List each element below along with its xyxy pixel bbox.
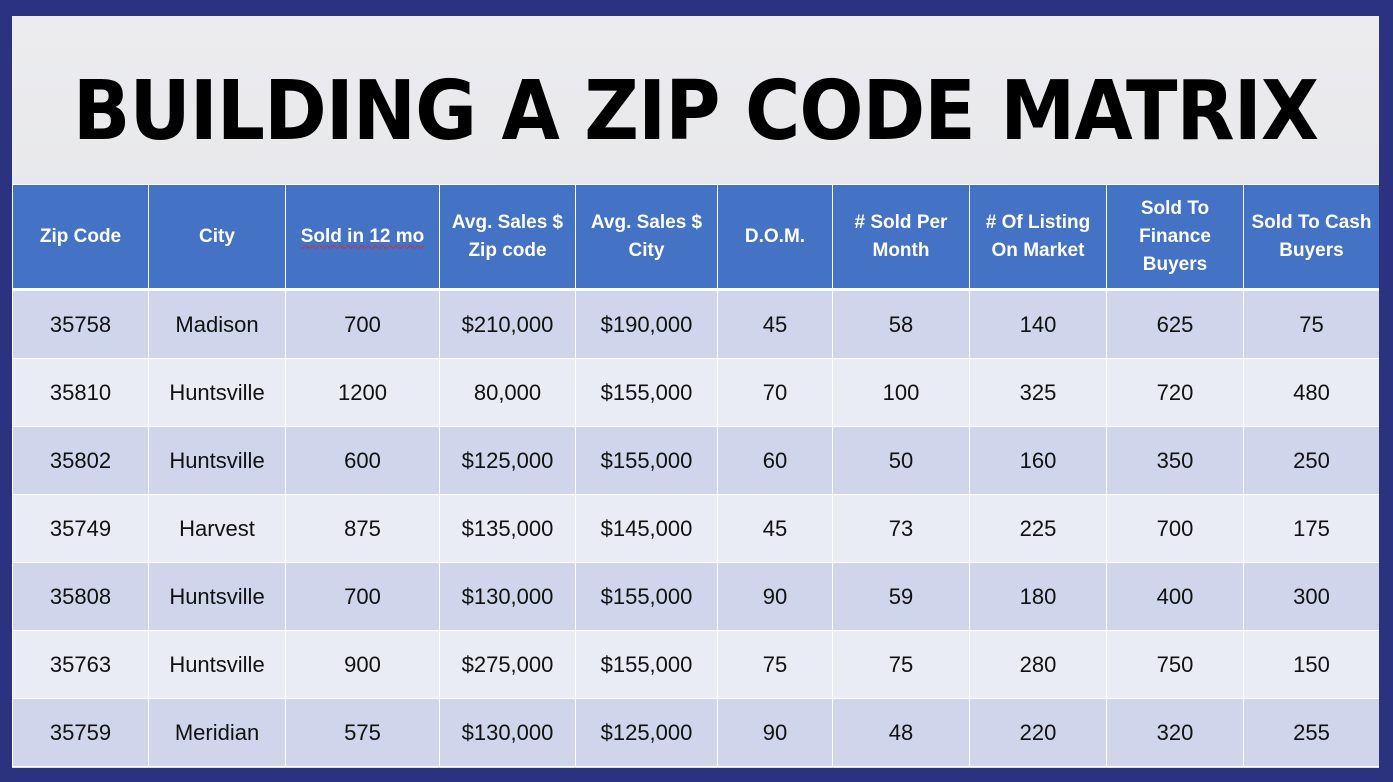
cell-dom: 60 bbox=[717, 426, 833, 495]
cell-dom: 90 bbox=[717, 698, 833, 767]
cell-dom: 75 bbox=[717, 630, 833, 699]
header-sold-12mo: Sold in 12 mo bbox=[285, 184, 440, 291]
cell-avg-sales-zip: $135,000 bbox=[439, 494, 576, 563]
cell-city: Huntsville bbox=[148, 358, 286, 427]
cell-city: Huntsville bbox=[148, 630, 286, 699]
cell-sold-per-month: 73 bbox=[832, 494, 970, 563]
cell-dom: 45 bbox=[717, 289, 833, 359]
cell-listings-on-market: 180 bbox=[969, 562, 1107, 631]
cell-sold-12mo: 875 bbox=[285, 494, 440, 563]
cell-avg-sales-city: $155,000 bbox=[575, 630, 718, 699]
table-header-row: Zip Code City Sold in 12 mo Avg. Sales $… bbox=[12, 184, 1379, 291]
header-sold-cash-buyers: Sold To Cash Buyers bbox=[1243, 184, 1379, 291]
cell-sold-per-month: 50 bbox=[832, 426, 970, 495]
cell-sold-per-month: 59 bbox=[832, 562, 970, 631]
slide: BUILDING A ZIP CODE MATRIX Zip Code City… bbox=[12, 16, 1379, 768]
header-listings-on-market: # Of Listing On Market bbox=[969, 184, 1107, 291]
cell-zip-code: 35758 bbox=[12, 289, 149, 359]
header-avg-sales-zip: Avg. Sales $ Zip code bbox=[439, 184, 576, 291]
table-body: 35758 Madison 700 $210,000 $190,000 45 58 140 62… bbox=[12, 289, 1379, 767]
cell-sold-per-month: 100 bbox=[832, 358, 970, 427]
cell-sold-12mo: 575 bbox=[285, 698, 440, 767]
cell-dom: 70 bbox=[717, 358, 833, 427]
cell-sold-cash-buyers: 250 bbox=[1243, 426, 1379, 495]
cell-avg-sales-city: $145,000 bbox=[575, 494, 718, 563]
cell-sold-finance-buyers: 350 bbox=[1106, 426, 1244, 495]
cell-sold-per-month: 58 bbox=[832, 289, 970, 359]
cell-sold-12mo: 900 bbox=[285, 630, 440, 699]
cell-listings-on-market: 160 bbox=[969, 426, 1107, 495]
cell-sold-cash-buyers: 300 bbox=[1243, 562, 1379, 631]
cell-sold-cash-buyers: 255 bbox=[1243, 698, 1379, 767]
table-row: 35802 Huntsville 600 $125,000 $155,000 60 50 16… bbox=[12, 426, 1379, 495]
header-zip-code: Zip Code bbox=[12, 184, 149, 291]
header-sold-finance-buyers: Sold To Finance Buyers bbox=[1106, 184, 1244, 291]
cell-sold-12mo: 1200 bbox=[285, 358, 440, 427]
cell-avg-sales-zip: $130,000 bbox=[439, 698, 576, 767]
header-avg-sales-city: Avg. Sales $ City bbox=[575, 184, 718, 291]
table-row: 35808 Huntsville 700 $130,000 $155,000 90 59 18… bbox=[12, 562, 1379, 631]
header-sold-per-month: # Sold Per Month bbox=[832, 184, 970, 291]
cell-sold-finance-buyers: 400 bbox=[1106, 562, 1244, 631]
cell-city: Harvest bbox=[148, 494, 286, 563]
cell-city: Meridian bbox=[148, 698, 286, 767]
cell-city: Madison bbox=[148, 289, 286, 359]
cell-sold-cash-buyers: 75 bbox=[1243, 289, 1379, 359]
cell-sold-cash-buyers: 175 bbox=[1243, 494, 1379, 563]
table-row: 35763 Huntsville 900 $275,000 $155,000 75 75 28… bbox=[12, 630, 1379, 699]
cell-avg-sales-city: $155,000 bbox=[575, 562, 718, 631]
cell-sold-12mo: 600 bbox=[285, 426, 440, 495]
header-city: City bbox=[148, 184, 286, 291]
cell-sold-finance-buyers: 750 bbox=[1106, 630, 1244, 699]
cell-sold-finance-buyers: 320 bbox=[1106, 698, 1244, 767]
table-row: 35810 Huntsville 1200 80,000 $155,000 70 100 32… bbox=[12, 358, 1379, 427]
cell-dom: 90 bbox=[717, 562, 833, 631]
cell-sold-per-month: 48 bbox=[832, 698, 970, 767]
cell-avg-sales-city: $125,000 bbox=[575, 698, 718, 767]
cell-city: Huntsville bbox=[148, 426, 286, 495]
table-row: 35758 Madison 700 $210,000 $190,000 45 58 140 62… bbox=[12, 289, 1379, 359]
slide-title: BUILDING A ZIP CODE MATRIX bbox=[72, 64, 1319, 159]
cell-zip-code: 35808 bbox=[12, 562, 149, 631]
cell-listings-on-market: 225 bbox=[969, 494, 1107, 563]
cell-sold-cash-buyers: 150 bbox=[1243, 630, 1379, 699]
cell-avg-sales-zip: $130,000 bbox=[439, 562, 576, 631]
cell-sold-finance-buyers: 625 bbox=[1106, 289, 1244, 359]
cell-listings-on-market: 325 bbox=[969, 358, 1107, 427]
cell-listings-on-market: 220 bbox=[969, 698, 1107, 767]
header-sold-12mo-label: Sold in 12 mo bbox=[300, 225, 425, 247]
cell-zip-code: 35810 bbox=[12, 358, 149, 427]
cell-sold-12mo: 700 bbox=[285, 562, 440, 631]
cell-avg-sales-zip: $275,000 bbox=[439, 630, 576, 699]
header-dom: D.O.M. bbox=[717, 184, 833, 291]
cell-avg-sales-zip: 80,000 bbox=[439, 358, 576, 427]
cell-avg-sales-zip: $210,000 bbox=[439, 289, 576, 359]
cell-avg-sales-city: $155,000 bbox=[575, 358, 718, 427]
cell-dom: 45 bbox=[717, 494, 833, 563]
cell-zip-code: 35759 bbox=[12, 698, 149, 767]
cell-sold-cash-buyers: 480 bbox=[1243, 358, 1379, 427]
cell-zip-code: 35749 bbox=[12, 494, 149, 563]
cell-avg-sales-city: $155,000 bbox=[575, 426, 718, 495]
cell-sold-per-month: 75 bbox=[832, 630, 970, 699]
cell-avg-sales-zip: $125,000 bbox=[439, 426, 576, 495]
zip-code-matrix-table: Zip Code City Sold in 12 mo Avg. Sales $… bbox=[12, 184, 1379, 767]
cell-sold-finance-buyers: 720 bbox=[1106, 358, 1244, 427]
cell-sold-12mo: 700 bbox=[285, 289, 440, 359]
cell-avg-sales-city: $190,000 bbox=[575, 289, 718, 359]
table-row: 35759 Meridian 575 $130,000 $125,000 90 48 220 3… bbox=[12, 698, 1379, 767]
cell-zip-code: 35802 bbox=[12, 426, 149, 495]
table-row: 35749 Harvest 875 $135,000 $145,000 45 73 225 70… bbox=[12, 494, 1379, 563]
cell-zip-code: 35763 bbox=[12, 630, 149, 699]
cell-listings-on-market: 140 bbox=[969, 289, 1107, 359]
cell-city: Huntsville bbox=[148, 562, 286, 631]
cell-sold-finance-buyers: 700 bbox=[1106, 494, 1244, 563]
cell-listings-on-market: 280 bbox=[969, 630, 1107, 699]
